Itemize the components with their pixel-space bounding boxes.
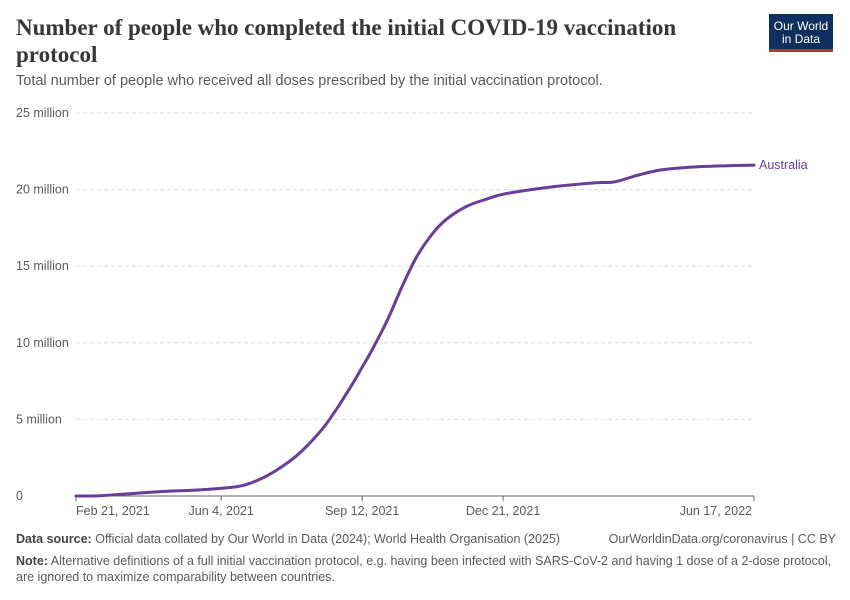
- logo-line-1: Our World: [773, 19, 829, 33]
- y-tick-label: 0: [16, 489, 23, 503]
- y-tick-label: 10 million: [16, 336, 69, 350]
- chart-title: Number of people who completed the initi…: [16, 15, 677, 67]
- series-layer: [74, 163, 756, 498]
- logo-line-2: in Data: [781, 32, 821, 46]
- note-label: Note:: [16, 554, 48, 568]
- source-text: Official data collated by Our World in D…: [95, 532, 561, 546]
- x-tick-label: Jun 4, 2021: [189, 504, 254, 518]
- chart-subtitle: Total number of people who received all …: [16, 73, 603, 89]
- chart-note: Note: Alternative definitions of a full …: [16, 553, 836, 585]
- axis-layer: 0 5 million 10 million 15 million 20 million…: [16, 106, 755, 518]
- x-tick-label: Sep 12, 2021: [325, 504, 399, 518]
- note-text: Alternative definitions of a full initia…: [16, 554, 832, 584]
- series-line-australia: [74, 163, 756, 498]
- chart-footer: Data source: Official data collated by O…: [16, 531, 836, 585]
- y-tick-label: 5 million: [16, 412, 62, 426]
- source-label: Data source:: [16, 532, 92, 546]
- grid-layer: [76, 112, 754, 420]
- y-tick-label: 15 million: [16, 259, 69, 273]
- owid-logo[interactable]: Our World in Data: [769, 14, 833, 52]
- series-label-australia: Australia: [759, 158, 808, 172]
- source-url[interactable]: OurWorldinData.org/coronavirus | CC BY: [608, 532, 836, 546]
- y-tick-label: 25 million: [16, 106, 69, 120]
- data-source: Data source: Official data collated by O…: [16, 531, 560, 547]
- label-layer: Australia: [759, 158, 808, 172]
- x-tick-label: Dec 21, 2021: [466, 504, 540, 518]
- y-tick-label: 20 million: [16, 183, 69, 197]
- line-chart: 0 5 million 10 million 15 million 20 million…: [16, 106, 808, 518]
- x-tick-label: Jun 17, 2022: [680, 504, 752, 518]
- x-tick-label: Feb 21, 2021: [76, 504, 150, 518]
